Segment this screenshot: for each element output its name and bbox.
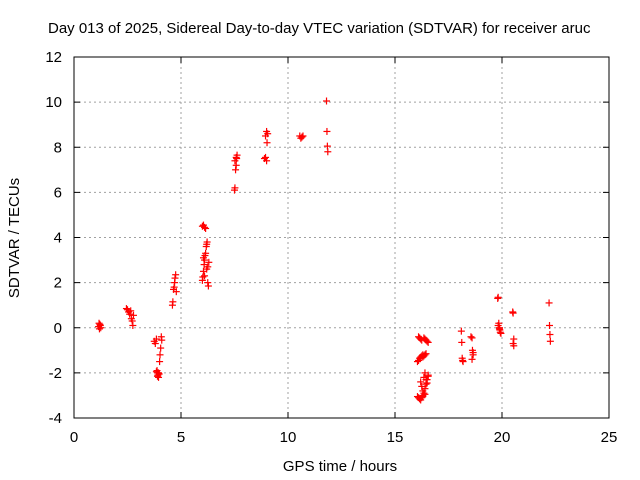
data-points	[95, 97, 554, 404]
data-point	[127, 307, 135, 315]
data-point	[153, 372, 161, 380]
x-tick-label: 5	[177, 429, 185, 446]
data-point	[546, 331, 554, 339]
data-point	[128, 317, 136, 325]
data-point	[467, 333, 475, 341]
data-point	[199, 273, 207, 281]
data-point	[417, 335, 425, 343]
data-point	[424, 338, 432, 346]
data-point	[203, 238, 211, 246]
data-point	[418, 382, 426, 390]
data-point	[262, 153, 270, 161]
data-point	[468, 355, 476, 363]
y-tick-label: 6	[54, 184, 62, 201]
data-point	[201, 272, 209, 280]
data-point	[158, 336, 166, 344]
data-point	[231, 184, 239, 192]
data-point	[231, 157, 239, 165]
data-point	[469, 351, 477, 359]
y-tick-label: 8	[54, 139, 62, 156]
data-point	[546, 321, 554, 329]
data-point	[423, 379, 431, 387]
data-point	[157, 344, 165, 352]
data-point	[459, 358, 467, 366]
data-point	[468, 334, 476, 342]
data-point	[97, 324, 105, 332]
data-point	[205, 258, 213, 266]
data-point	[323, 97, 331, 105]
data-point	[496, 328, 504, 336]
data-point	[545, 299, 553, 307]
chart-title: Day 013 of 2025, Sidereal Day-to-day VTE…	[48, 20, 591, 37]
data-point	[204, 282, 212, 290]
x-tick-label: 0	[70, 429, 78, 446]
axis-ticks	[73, 56, 610, 419]
data-point	[298, 133, 306, 141]
x-tick-labels: 0 5 10 15 20 25	[70, 429, 618, 446]
x-tick-label: 25	[601, 429, 618, 446]
x-tick-label: 15	[387, 429, 404, 446]
data-point	[421, 390, 429, 398]
x-axis-label: GPS time / hours	[283, 458, 397, 475]
data-point	[232, 153, 240, 161]
data-point	[423, 337, 431, 345]
data-point	[204, 279, 212, 287]
data-point	[497, 329, 505, 337]
data-point	[458, 338, 466, 346]
y-axis-label: SDTVAR / TECUs	[6, 178, 23, 298]
data-point	[152, 335, 160, 343]
y-tick-label: 12	[45, 49, 62, 66]
y-tick-label: 2	[54, 275, 62, 292]
data-point	[421, 369, 429, 377]
data-point	[172, 288, 180, 296]
data-point	[324, 148, 332, 156]
x-tick-label: 10	[280, 429, 297, 446]
y-tick-labels: -4 -2 0 2 4 6 8 10 12	[45, 49, 62, 427]
data-point	[156, 358, 164, 366]
data-point	[199, 254, 207, 262]
data-point	[418, 336, 426, 344]
data-point	[422, 350, 430, 358]
grid-lines	[74, 57, 609, 418]
data-point	[202, 249, 210, 257]
data-point	[263, 157, 271, 165]
data-point	[546, 337, 554, 345]
y-tick-label: 0	[54, 320, 62, 337]
data-point	[201, 223, 209, 231]
data-point	[421, 351, 429, 359]
data-point	[510, 335, 518, 343]
data-point	[417, 378, 425, 386]
y-tick-label: 10	[45, 94, 62, 111]
data-point	[129, 311, 137, 319]
data-point	[204, 263, 212, 271]
data-point	[263, 139, 271, 147]
data-point	[510, 342, 518, 350]
y-tick-label: -2	[49, 365, 62, 382]
data-point	[172, 271, 180, 279]
y-tick-label: 4	[54, 230, 62, 247]
data-point	[509, 309, 517, 317]
data-point	[171, 274, 179, 282]
data-point	[202, 224, 210, 232]
data-point	[169, 298, 177, 306]
data-point	[323, 127, 331, 135]
data-point	[156, 351, 164, 359]
data-point	[129, 321, 137, 329]
data-point	[424, 372, 432, 380]
data-point	[232, 166, 240, 174]
data-point	[299, 132, 307, 140]
data-point	[232, 161, 240, 169]
data-point	[494, 321, 502, 329]
y-tick-label: -4	[49, 410, 62, 427]
data-point	[151, 340, 159, 348]
x-tick-label: 20	[494, 429, 511, 446]
data-point	[126, 310, 134, 318]
data-point	[495, 325, 503, 333]
data-point	[494, 293, 502, 301]
data-point	[263, 127, 271, 135]
data-point	[262, 132, 270, 140]
data-point	[457, 327, 465, 335]
data-point	[155, 369, 163, 377]
